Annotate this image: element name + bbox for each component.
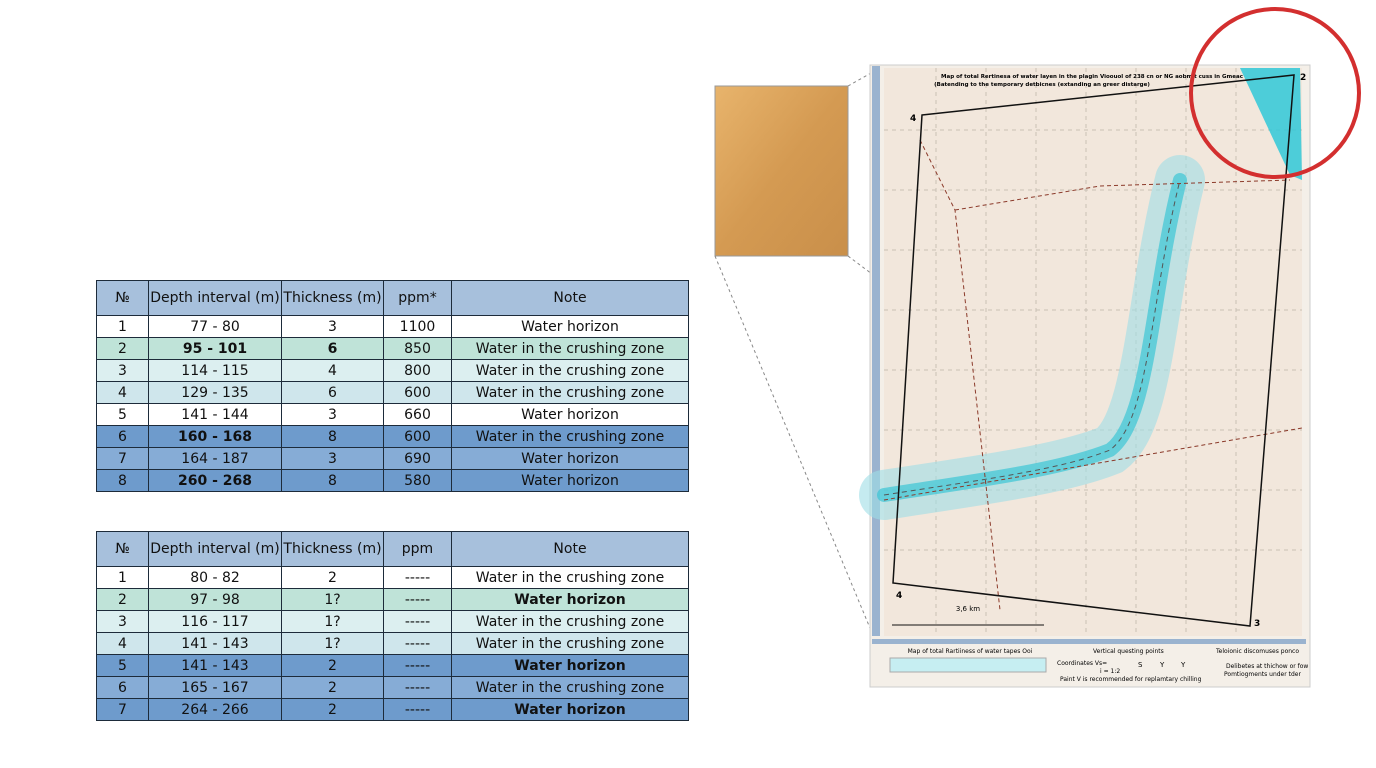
table-cell: Water in the crushing zone — [451, 632, 689, 655]
legend-item: Coordinates Vs= — [1057, 660, 1107, 667]
legend-title: Map of total Rartiiness of water tapes O… — [908, 648, 1033, 655]
connector — [714, 255, 876, 641]
table-cell: Water horizon — [451, 654, 689, 677]
table-cell: Water in the crushing zone — [451, 610, 689, 633]
table-cell: Water horizon — [451, 698, 689, 721]
scale-label: 3,6 km — [956, 605, 980, 613]
axis-line — [883, 179, 1181, 496]
survey-boundary — [892, 74, 1295, 627]
header-cell: № — [96, 280, 149, 316]
data-table: № Depth interval (m) Thickness (m) ppm* Note… — [96, 280, 689, 492]
photo-thumbnail — [714, 85, 849, 257]
table-cell: ----- — [383, 588, 452, 611]
map-title: Map of total Rertinesa of water layen in… — [941, 74, 1243, 80]
faults — [883, 139, 1303, 611]
table-row: 1 77 - 80 3 1100 Water horizon — [96, 315, 689, 338]
connector — [847, 255, 881, 281]
table-cell: 141 - 144 — [148, 403, 282, 426]
legend-item: Paint V is recommended for replamtary ch… — [1060, 676, 1202, 683]
table-cell: Water horizon — [451, 469, 689, 492]
table-row: 3 114 - 115 4 800 Water in the crushing zone — [96, 359, 689, 382]
table-cell: Water in the crushing zone — [451, 381, 689, 404]
legend-letter: Y — [1180, 661, 1186, 669]
highlight-circle — [1189, 7, 1361, 179]
table-row: 8 260 - 268 8 580 Water horizon — [96, 469, 689, 492]
table-cell: Water in the crushing zone — [451, 566, 689, 589]
table-cell: 116 - 117 — [148, 610, 282, 633]
table-row: 4 141 - 143 1? ----- Water in the crushing z… — [96, 632, 689, 655]
water-zone-corner — [1240, 68, 1302, 180]
table-row: 7 264 - 266 2 ----- Water horizon — [96, 698, 689, 721]
table-row: 5 141 - 144 3 660 Water horizon — [96, 403, 689, 426]
table-row: 2 97 - 98 1? ----- Water horizon — [96, 588, 689, 611]
header-cell: Depth interval (m) — [148, 531, 282, 567]
data-table: № Depth interval (m) Thickness (m) ppm Note 1… — [96, 531, 689, 721]
table-cell: 690 — [383, 447, 452, 470]
header-cell: ppm — [383, 531, 452, 567]
table-row: 3 116 - 117 1? ----- Water in the crushing z… — [96, 610, 689, 633]
map-area — [884, 68, 1302, 636]
table-row: 4 129 - 135 6 600 Water in the crushing zone — [96, 381, 689, 404]
legend-scale — [889, 657, 1047, 673]
legend-letter: Y — [1159, 661, 1165, 669]
table-cell: 165 - 167 — [148, 676, 282, 699]
table-cell: 164 - 187 — [148, 447, 282, 470]
corner-label: 4 — [910, 114, 916, 124]
legend-item: Pomtiogments under tder — [1224, 671, 1301, 678]
corner-label: 2 — [1300, 73, 1306, 83]
legend-item: Teloionic discomuses ponco — [1215, 648, 1299, 655]
corner-label: 3 — [1254, 619, 1260, 629]
table-cell: ----- — [383, 676, 452, 699]
table-cell: 260 - 268 — [148, 469, 282, 492]
header-cell: Note — [451, 280, 689, 316]
table-cell: 80 - 82 — [148, 566, 282, 589]
map-sidebar — [872, 66, 880, 636]
legend-letter: S — [1138, 661, 1143, 669]
table-row: 1 80 - 82 2 ----- Water in the crushing zone — [96, 566, 689, 589]
legend-item: Vertical questing points — [1093, 648, 1164, 655]
header-row: № Depth interval (m) Thickness (m) ppm* Note — [96, 280, 689, 316]
header-cell: № — [96, 531, 149, 567]
map-footer-bar — [872, 639, 1306, 644]
table-cell: ----- — [383, 632, 452, 655]
table-row: 2 95 - 101 6 850 Water in the crushing zone — [96, 337, 689, 360]
header-cell: Thickness (m) — [281, 531, 384, 567]
header-cell: Note — [451, 531, 689, 567]
map-subtitle: (Batending to the temporary detbicnes (e… — [934, 82, 1150, 88]
header-row: № Depth interval (m) Thickness (m) ppm Note — [96, 531, 689, 567]
legend-item: i = 1:2 — [1100, 668, 1120, 675]
table-cell: 129 - 135 — [148, 381, 282, 404]
table-row: 5 141 - 143 2 ----- Water horizon — [96, 654, 689, 677]
map-grid — [884, 68, 1302, 636]
legend-item: Delibetes at thichow or fow — [1226, 663, 1308, 670]
table-cell: Water in the crushing zone — [451, 337, 689, 360]
table-cell: ----- — [383, 698, 452, 721]
table-row: 6 160 - 168 8 600 Water in the crushing zone — [96, 425, 689, 448]
corner-label: 4 — [896, 591, 902, 601]
table-cell: 8 — [281, 469, 384, 492]
table-cell: 141 - 143 — [148, 632, 282, 655]
